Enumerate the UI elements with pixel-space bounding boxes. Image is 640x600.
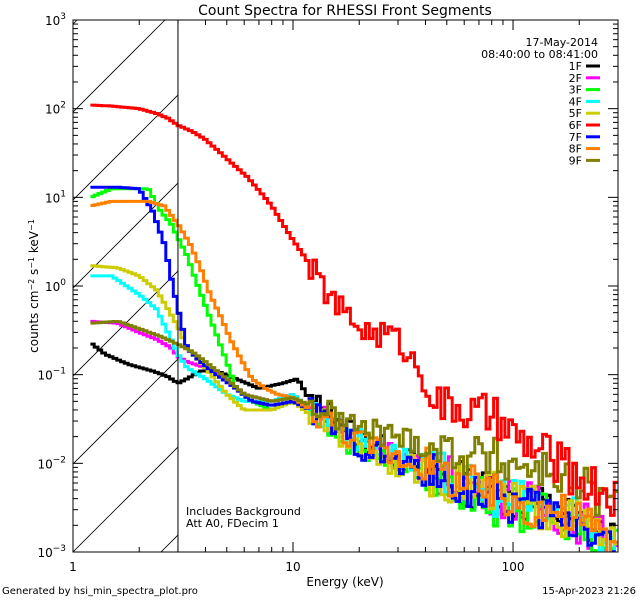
legend-label: 1F [569, 60, 582, 73]
y-tick-base: 10 [45, 103, 60, 117]
y-tick-base: 10 [45, 280, 60, 294]
footer-generated-by: Generated by hsi_min_spectra_plot.pro [2, 586, 198, 597]
y-tick-label: 102 [45, 101, 66, 117]
y-tick-base: 10 [37, 457, 52, 471]
series-9F [90, 320, 618, 517]
y-tick-label: 101 [45, 189, 66, 205]
y-tick-base: 10 [45, 191, 60, 205]
y-tick-exponent: 0 [60, 278, 66, 288]
hatch-line [73, 20, 166, 113]
y-tick-label: 10−1 [37, 367, 66, 383]
y-tick-base: 10 [37, 546, 52, 560]
y-tick-label: 10−2 [37, 455, 66, 471]
hatch-line [73, 182, 178, 289]
y-tick-exponent: −1 [53, 367, 66, 377]
y-tick-exponent: −2 [53, 455, 66, 465]
x-axis-label: Energy (keV) [306, 575, 383, 589]
hatch-line [160, 534, 178, 552]
excluded-region-hatch [73, 20, 178, 552]
y-tick-exponent: 1 [60, 189, 66, 199]
legend-label: 8F [569, 143, 582, 156]
x-tick-label: 10 [285, 560, 300, 574]
legend-label: 7F [569, 131, 582, 144]
y-tick-exponent: 2 [60, 101, 66, 111]
series-8F [90, 199, 618, 552]
hatch-line [73, 358, 178, 465]
legend-label: 9F [569, 154, 582, 167]
y-tick-label: 10−3 [37, 544, 66, 560]
legend-label: 6F [569, 119, 582, 132]
footer-timestamp: 15-Apr-2023 21:26 [542, 586, 636, 597]
hatch-line [73, 446, 178, 552]
annotation-background: Includes Background [186, 505, 301, 518]
y-tick-exponent: −3 [53, 544, 66, 554]
y-tick-label: 103 [45, 12, 66, 28]
series-layer [90, 103, 618, 552]
legend-time-range: 08:40:00 to 08:41:00 [481, 48, 598, 61]
series-6F [90, 103, 618, 517]
hatch-line [73, 94, 178, 201]
x-axis-ticks: 1 10 100 [69, 20, 619, 574]
legend-label: 4F [569, 95, 582, 108]
y-tick-base: 10 [37, 369, 52, 383]
legend-label: 3F [569, 84, 582, 97]
legend-label: 5F [569, 107, 582, 120]
legend-date: 17-May-2014 [526, 36, 598, 49]
y-axis-label: counts cm−2 s−1 keV−1 [27, 219, 42, 353]
x-tick-label: 1 [69, 560, 77, 574]
chart-title: Count Spectra for RHESSI Front Segments [198, 3, 492, 19]
y-tick-exponent: 3 [60, 12, 66, 22]
legend-label: 2F [569, 72, 582, 85]
x-tick-label: 100 [502, 560, 525, 574]
y-tick-base: 10 [45, 14, 60, 28]
y-tick-label: 100 [45, 278, 66, 294]
annotation-attenuator: Att A0, FDecim 1 [186, 517, 279, 530]
hatch-line [73, 270, 178, 377]
